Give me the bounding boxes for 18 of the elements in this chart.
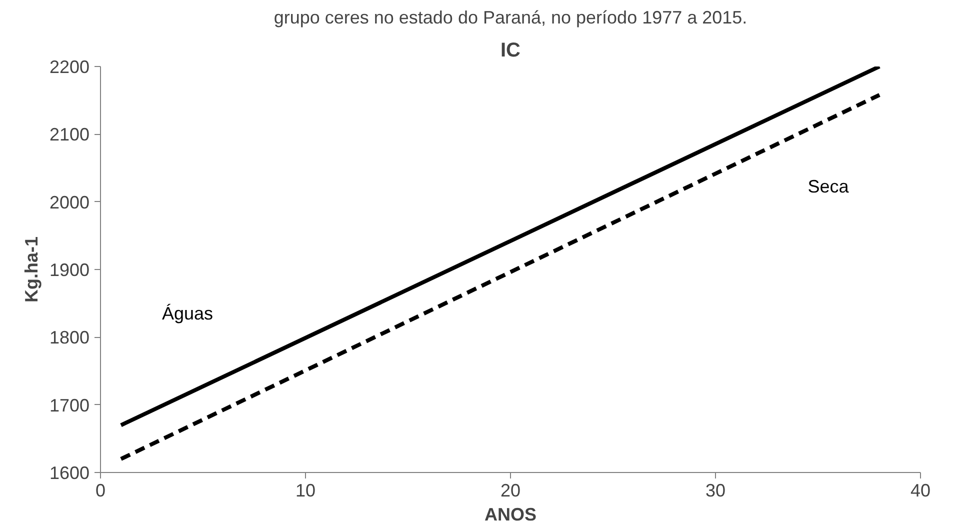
x-tick-label: 30 (705, 480, 726, 500)
chart-subtitle: grupo ceres no estado do Paraná, no período 1977 a 2015. (274, 8, 748, 28)
text: Seca (808, 176, 850, 196)
x-tick-label: 10 (295, 480, 316, 500)
x-tick-label: 40 (910, 480, 931, 500)
y-tick-label: 1700 (49, 395, 90, 416)
y-tick-label: 2200 (49, 57, 90, 77)
y-tick-label: 2000 (49, 192, 90, 212)
y-tick-label: 1800 (49, 328, 90, 348)
y-axis-title: Kg.ha-1 (21, 236, 42, 303)
y-tick-label: 1600 (49, 463, 90, 483)
x-axis-title: ANOS (484, 504, 537, 524)
chart-title: IC (500, 40, 520, 62)
x-tick-label: 0 (95, 480, 106, 500)
y-tick-label: 2100 (49, 124, 90, 145)
x-tick-label: 20 (500, 480, 521, 500)
y-tick-label: 1900 (49, 260, 90, 280)
text: Águas (162, 304, 214, 324)
